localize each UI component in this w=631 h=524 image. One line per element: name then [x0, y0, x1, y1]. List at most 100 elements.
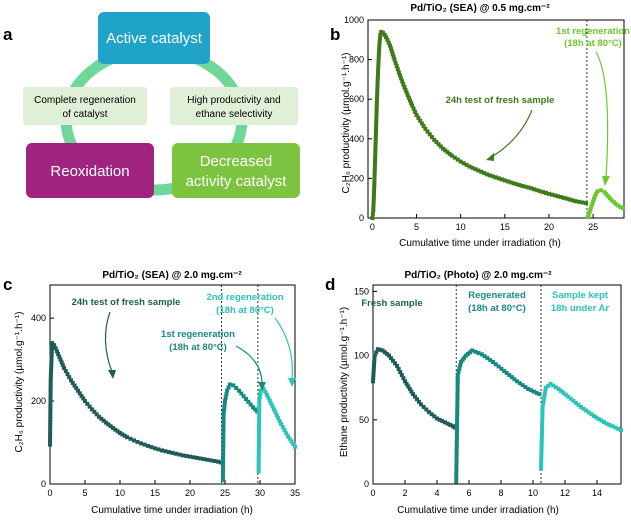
panel-c-series-0-point-26 — [49, 359, 54, 364]
panel-d-ytick-label-3: 150 — [354, 286, 369, 296]
panel-c-series-1-point-0 — [220, 477, 225, 482]
panel-c-series-1-point-41 — [255, 409, 260, 414]
panel-b-series-1-point-21 — [621, 206, 626, 211]
panel-b-series-0-point-75 — [399, 76, 404, 81]
panel-b-series-0-point-122 — [499, 177, 504, 182]
panel-c-arrow-r2 — [274, 317, 293, 381]
panel-c-series-0-point-18 — [48, 384, 53, 389]
panel-b-series-0-point-133 — [532, 187, 537, 192]
panel-d-series-2-point-3 — [539, 456, 544, 461]
panel-b-series-0-point-105 — [449, 153, 454, 158]
panel-b-series-0-point-19 — [373, 155, 378, 160]
panel-c-series-1-point-16 — [221, 427, 226, 432]
panel-c-series-0-point-60 — [99, 416, 104, 421]
panel-c-series-1-point-27 — [224, 392, 229, 397]
panel-c-series-1-point-12 — [221, 439, 226, 444]
panel-b-series-0-point-95 — [427, 132, 432, 137]
panel-c-series-2-point-19 — [257, 408, 262, 413]
panel-d-series-0-point-22 — [399, 373, 404, 378]
panel-d-series-1-point-42 — [468, 350, 473, 355]
panel-b-series-0-point-142 — [558, 195, 563, 200]
panel-b-series-0-point-81 — [405, 93, 410, 98]
panel-d-series-0-line — [372, 348, 455, 428]
panel-c-series-0-point-14 — [48, 397, 53, 402]
panel-b-series-0-point-145 — [567, 197, 572, 202]
panel-c-series-2-point-23 — [257, 395, 262, 400]
panel-b-arrow-regen — [595, 51, 609, 179]
panel-c-series-2-point-42 — [286, 434, 290, 439]
panel-c-series-0-point-54 — [85, 401, 90, 406]
panel-b-series-0-point-139 — [549, 192, 554, 197]
panel-b-series-0-point-7 — [371, 192, 376, 197]
panel-c-series-0-point-93 — [202, 457, 206, 462]
panel-c-series-1-point-18 — [221, 420, 226, 425]
panel-d-series-1-point-37 — [459, 360, 463, 365]
panel-b-series-1-point-1 — [586, 212, 591, 217]
panel-b-series-0-point-27 — [373, 130, 378, 135]
panel-d-series-2-point-51 — [610, 424, 615, 429]
panel-d-series-2-point-44 — [591, 413, 596, 418]
panel-b-series-0-point-51 — [376, 51, 381, 56]
panel-d-series-0-point-36 — [427, 410, 431, 415]
panel-b-series-1-point-5 — [590, 202, 595, 207]
panel-c-series-1-point-11 — [221, 443, 226, 448]
panel-b-series-0-point-109 — [461, 161, 466, 166]
panel-b-series-0-point-11 — [372, 180, 377, 185]
panel-d-series-0-point-10 — [375, 347, 380, 352]
panel-c-series-2-point-9 — [256, 440, 261, 445]
prod-line2: ethane selectivity — [196, 109, 273, 120]
panel-d-series-1-point-33 — [455, 372, 460, 377]
panel-b-series-0-point-21 — [373, 149, 378, 154]
panel-d-series-2-point-36 — [571, 398, 576, 403]
panel-d-series-2-point-8 — [539, 440, 544, 445]
panel-b-series-0-point-20 — [373, 152, 378, 157]
panel-b-series-0-point-41 — [375, 84, 380, 89]
panel-b-series-0-point-12 — [372, 177, 377, 182]
panel-b-series-0-point-77 — [401, 82, 406, 87]
panel-d-series-1-point-35 — [457, 366, 462, 371]
panel-b-series-0-point-6 — [371, 195, 376, 200]
panel-d-xtick-label-6: 12 — [560, 488, 570, 498]
panel-d-title: Pd/TiO₂ (Photo) @ 2.0 mg.cm⁻² — [404, 270, 552, 281]
panel-d-series-1-point-21 — [455, 411, 460, 416]
reoxidation-text: Reoxidation — [50, 163, 129, 180]
panel-d-series-1-point-65 — [531, 389, 536, 394]
panel-d-series-1-point-20 — [455, 414, 460, 419]
panel-c-series-0-point-13 — [48, 400, 53, 405]
panel-d-series-1-point-29 — [455, 385, 460, 390]
productivity-box — [170, 87, 298, 125]
panel-d-series-1-point-10 — [454, 447, 459, 452]
panel-c-series-2-point-22 — [257, 399, 262, 404]
panel-b-series-0-point-42 — [375, 80, 380, 85]
panel-c-series-2-point-45 — [291, 442, 296, 447]
panel-c-series-1-point-20 — [221, 414, 226, 419]
panel-d-series-1-point-50 — [491, 360, 495, 365]
panel-d-series-1-point-14 — [454, 434, 459, 439]
panel-c-series-0-point-53 — [83, 399, 87, 404]
panel-b-series-0-point-100 — [438, 144, 443, 149]
panel-b-series-0-point-45 — [376, 70, 381, 75]
panel-b-series-0-point-134 — [535, 188, 540, 193]
panel-c-series-2-point-40 — [282, 428, 287, 433]
panel-c-series-0-point-63 — [106, 422, 111, 427]
panel-d-series-0-point-39 — [435, 416, 439, 421]
panel-b-series-0-point-92 — [421, 124, 426, 129]
panel-b-series-0-point-140 — [552, 193, 557, 198]
panel-b-series-0-point-35 — [374, 104, 379, 109]
panel-c-series-2-point-33 — [272, 407, 276, 412]
panel-c-series-1-point-29 — [226, 385, 231, 390]
panel-b-series-0-point-34 — [374, 107, 379, 112]
panel-b-series-0-point-91 — [419, 121, 424, 126]
panel-d-series-0-point-37 — [429, 412, 434, 417]
panel-b-label: b — [330, 25, 340, 44]
panel-b-series-0-point-22 — [373, 146, 378, 151]
panel-c-series-0-point-71 — [125, 435, 129, 440]
panel-c-series-2-point-41 — [284, 431, 289, 436]
panel-d-series-2-point-40 — [581, 406, 586, 411]
panel-d-series-0-point-23 — [401, 376, 406, 381]
panel-b-series-0-point-30 — [374, 120, 379, 125]
panel-d-series-2-point-2 — [539, 460, 544, 465]
panel-c-series-2-point-44 — [289, 439, 294, 444]
panel-d-series-0-point-0 — [371, 379, 375, 384]
panel-d-series-0-point-25 — [404, 381, 409, 386]
